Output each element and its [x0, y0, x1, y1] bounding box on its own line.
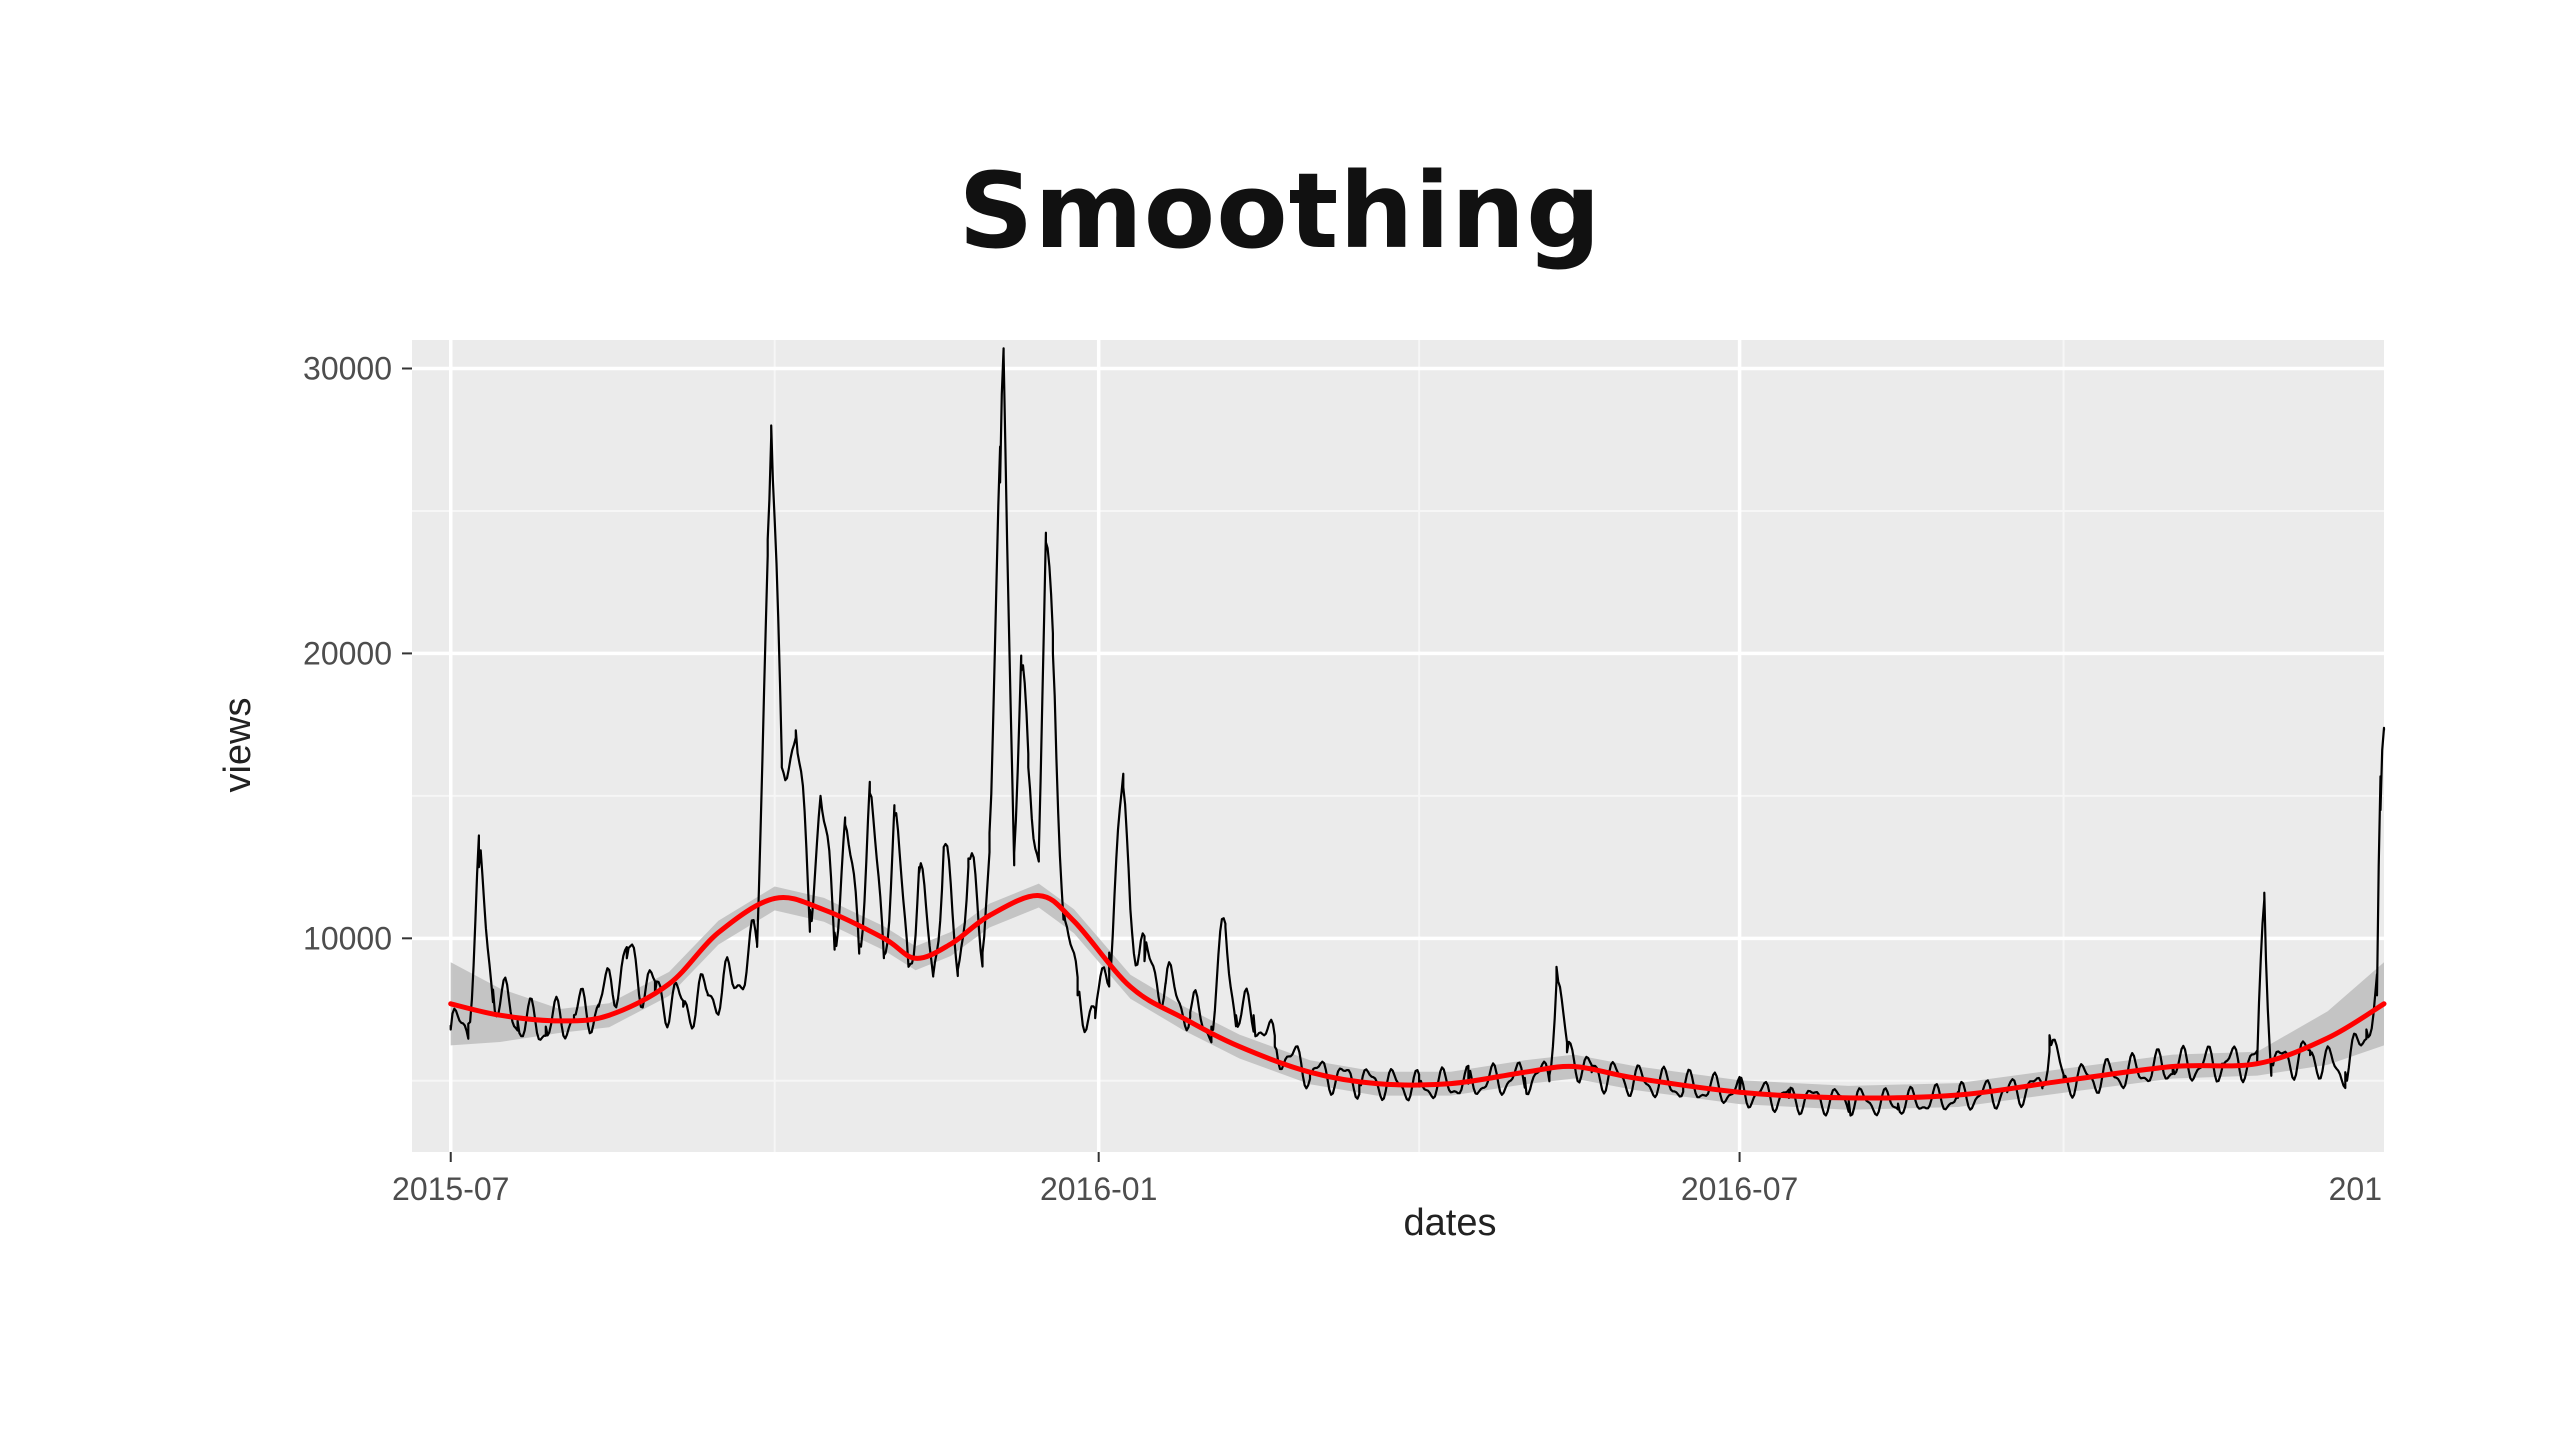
x-tick-labels: 2015-07 2016-01 2016-07 201 — [392, 1171, 2382, 1207]
x-tick-label-0: 2015-07 — [392, 1171, 509, 1207]
smooth-series-layer — [448, 893, 2387, 1101]
y-tick-label-0: 10000 — [303, 920, 392, 956]
x-axis-title: dates — [1404, 1202, 1497, 1244]
y-tick-label-2: 30000 — [303, 350, 392, 386]
confidence-band-layer — [450, 883, 2385, 1110]
x-tick-label-1: 2016-01 — [1040, 1171, 1157, 1207]
y-tick-label-1: 20000 — [303, 635, 392, 671]
axis-ticks — [402, 367, 1741, 1162]
x-tick-label-3: 201 — [2329, 1171, 2382, 1207]
y-axis-title: views — [217, 697, 259, 792]
y-tick-labels: 10000 20000 30000 — [303, 350, 392, 956]
slide-title: Smoothing — [958, 150, 1602, 272]
plot-panel — [412, 340, 2384, 1152]
raw-views-line — [449, 347, 2386, 1117]
raw-series-layer — [449, 347, 2386, 1117]
x-tick-label-2: 2016-07 — [1681, 1171, 1798, 1207]
smoothed-trend-line — [448, 893, 2387, 1101]
smooth-confidence-band — [450, 883, 2385, 1110]
